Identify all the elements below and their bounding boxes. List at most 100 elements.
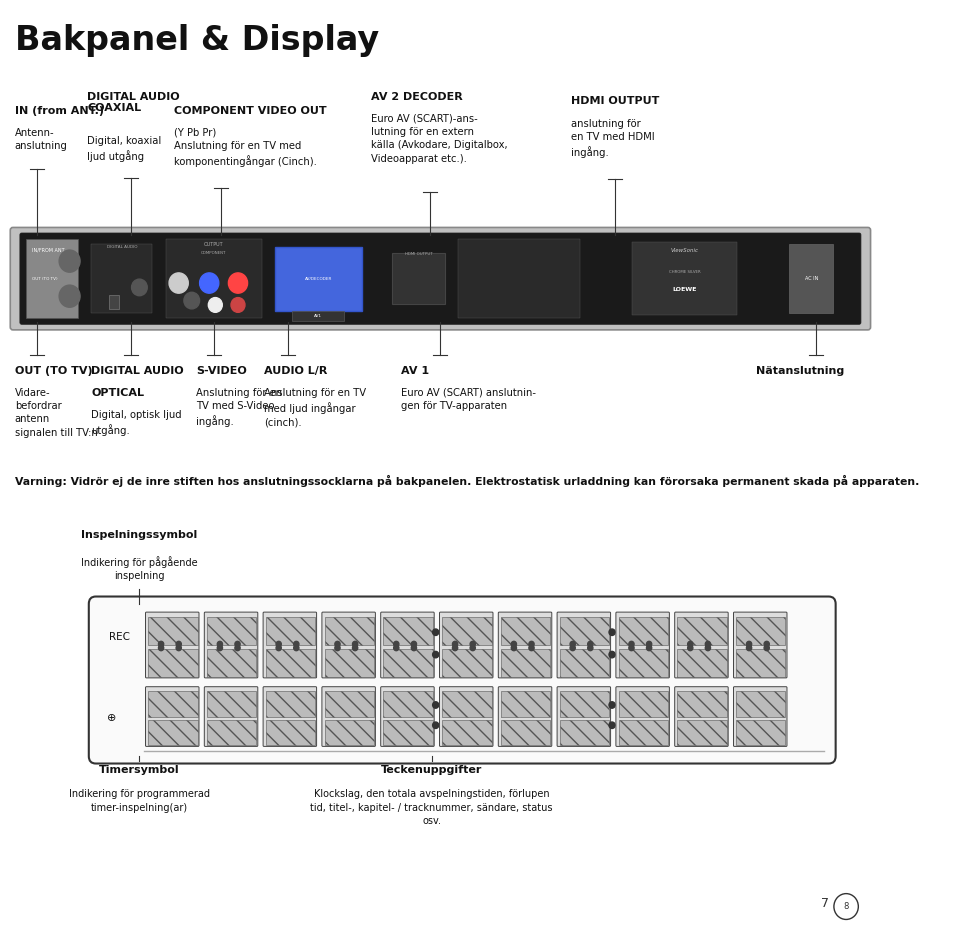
Text: Vidare-
befordrar
antenn
signalen till TV:n: Vidare- befordrar antenn signalen till T…: [14, 388, 97, 438]
Circle shape: [235, 641, 240, 647]
Bar: [393, 253, 444, 304]
Text: Indikering för pågående
inspelning: Indikering för pågående inspelning: [81, 556, 198, 581]
Bar: [383, 649, 433, 677]
Bar: [560, 649, 609, 677]
Bar: [266, 617, 315, 645]
Circle shape: [570, 641, 575, 647]
Text: Varning: Vidrör ej de inre stiften hos anslutningssocklarna på bakpanelen. Elekt: Varning: Vidrör ej de inre stiften hos a…: [14, 475, 919, 487]
Text: HDMI OUTPUT: HDMI OUTPUT: [571, 97, 660, 106]
Text: AV/DECODER: AV/DECODER: [304, 277, 332, 280]
Bar: [678, 649, 727, 677]
Circle shape: [217, 641, 223, 647]
Bar: [108, 295, 119, 309]
FancyBboxPatch shape: [616, 612, 669, 678]
Bar: [501, 720, 550, 746]
FancyBboxPatch shape: [204, 612, 258, 678]
Circle shape: [687, 641, 693, 647]
Bar: [383, 617, 433, 645]
Circle shape: [184, 292, 200, 309]
Text: Nätanslutning: Nätanslutning: [756, 366, 845, 376]
Text: S-VIDEO: S-VIDEO: [196, 366, 247, 376]
Circle shape: [629, 645, 635, 651]
Circle shape: [646, 641, 652, 647]
Text: AUDIO L/R: AUDIO L/R: [264, 366, 327, 376]
Bar: [148, 617, 198, 645]
Text: HDMI OUTPUT: HDMI OUTPUT: [405, 252, 432, 256]
Bar: [207, 720, 256, 746]
Circle shape: [132, 279, 147, 296]
Circle shape: [706, 641, 710, 647]
Text: Anslutning för en TV
med ljud ingångar
(cinch).: Anslutning för en TV med ljud ingångar (…: [264, 388, 367, 427]
Circle shape: [452, 641, 458, 647]
Bar: [91, 244, 153, 313]
Text: AV 2 DECODER: AV 2 DECODER: [371, 92, 463, 101]
Circle shape: [609, 702, 615, 708]
Bar: [443, 720, 492, 746]
Circle shape: [588, 641, 593, 647]
Text: Digital, koaxial
ljud utgång: Digital, koaxial ljud utgång: [87, 136, 161, 162]
FancyBboxPatch shape: [204, 687, 258, 747]
Bar: [443, 617, 492, 645]
Text: anslutning för
en TV med HDMI
ingång.: anslutning för en TV med HDMI ingång.: [571, 118, 655, 157]
FancyBboxPatch shape: [381, 612, 434, 678]
Bar: [324, 691, 373, 717]
Text: DIGITAL AUDIO: DIGITAL AUDIO: [107, 246, 137, 250]
Circle shape: [208, 298, 223, 312]
Text: CHROME SILVER: CHROME SILVER: [669, 270, 701, 274]
FancyBboxPatch shape: [263, 612, 317, 678]
Bar: [501, 691, 550, 717]
FancyBboxPatch shape: [146, 612, 199, 678]
Text: ⊕: ⊕: [108, 713, 116, 723]
Bar: [207, 617, 256, 645]
Circle shape: [169, 273, 188, 293]
Circle shape: [394, 641, 399, 647]
Circle shape: [294, 645, 299, 651]
Circle shape: [433, 629, 439, 636]
Circle shape: [231, 298, 245, 312]
Text: OPTICAL: OPTICAL: [91, 388, 144, 398]
FancyBboxPatch shape: [557, 687, 611, 747]
Circle shape: [764, 641, 769, 647]
Circle shape: [433, 652, 439, 658]
FancyBboxPatch shape: [146, 687, 199, 747]
Text: Inspelningssymbol: Inspelningssymbol: [82, 530, 198, 540]
Circle shape: [411, 641, 417, 647]
Circle shape: [747, 641, 752, 647]
Circle shape: [609, 629, 615, 636]
Bar: [560, 691, 609, 717]
Circle shape: [158, 641, 164, 647]
Bar: [633, 242, 737, 315]
FancyBboxPatch shape: [381, 687, 434, 747]
Bar: [789, 244, 833, 313]
Circle shape: [433, 702, 439, 708]
FancyBboxPatch shape: [498, 612, 552, 678]
Bar: [736, 691, 785, 717]
Bar: [618, 720, 668, 746]
Text: COMPONENT VIDEO OUT: COMPONENT VIDEO OUT: [175, 105, 327, 115]
Bar: [292, 311, 345, 320]
Circle shape: [747, 645, 752, 651]
Text: IN (from ANT.): IN (from ANT.): [14, 105, 104, 115]
Text: Euro AV (SCART) anslutnin-
gen för TV-apparaten: Euro AV (SCART) anslutnin- gen för TV-ap…: [401, 388, 536, 412]
Text: OUT (TO TV): OUT (TO TV): [14, 366, 92, 376]
Circle shape: [629, 641, 635, 647]
Circle shape: [294, 641, 299, 647]
Circle shape: [433, 722, 439, 728]
Circle shape: [687, 645, 693, 651]
Bar: [618, 691, 668, 717]
FancyBboxPatch shape: [263, 687, 317, 747]
FancyBboxPatch shape: [733, 687, 787, 747]
Circle shape: [235, 645, 240, 651]
Text: Timersymbol: Timersymbol: [99, 765, 180, 776]
Text: REC: REC: [108, 632, 130, 642]
Text: 8: 8: [844, 902, 849, 911]
Circle shape: [470, 645, 475, 651]
Bar: [618, 617, 668, 645]
FancyBboxPatch shape: [322, 612, 375, 678]
Text: AV1: AV1: [314, 314, 323, 318]
Circle shape: [529, 645, 534, 651]
Bar: [501, 617, 550, 645]
Bar: [678, 720, 727, 746]
Circle shape: [60, 250, 80, 272]
Text: 7: 7: [821, 897, 828, 911]
